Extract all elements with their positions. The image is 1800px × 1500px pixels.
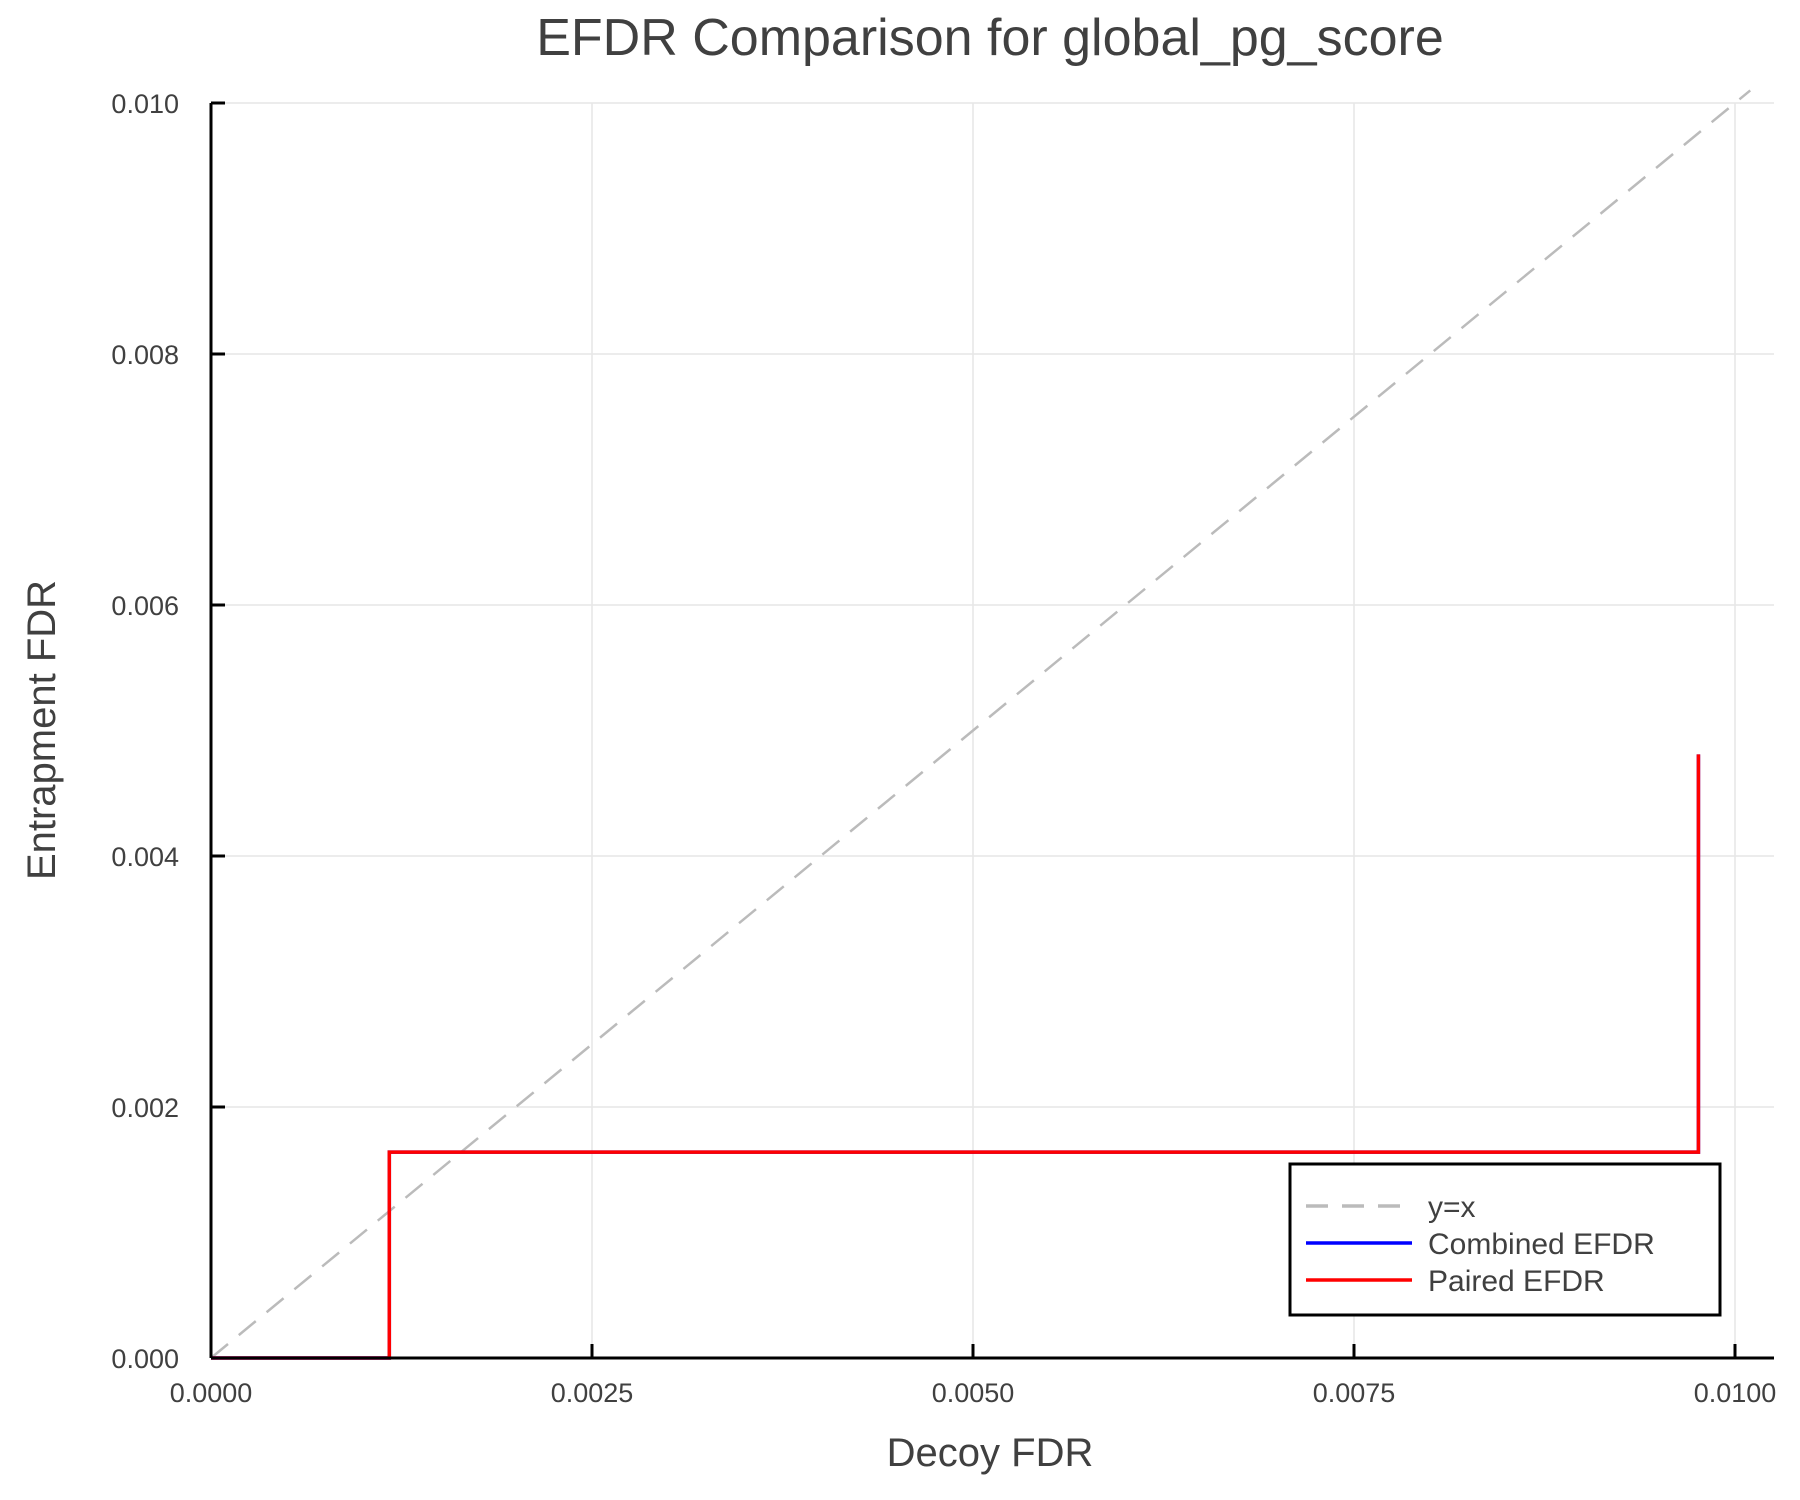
y-tick-label: 0.000 xyxy=(111,1344,179,1374)
legend: y=x Combined EFDR Paired EFDR xyxy=(1288,1162,1722,1317)
y-tick-label: 0.004 xyxy=(111,842,179,872)
series-y-x xyxy=(210,89,1752,1359)
legend-label: y=x xyxy=(1428,1191,1476,1224)
x-tick-label: 0.0000 xyxy=(170,1378,253,1408)
y-tick-label: 0.006 xyxy=(111,591,179,621)
x-tick-label: 0.0100 xyxy=(1694,1378,1777,1408)
legend-label: Paired EFDR xyxy=(1428,1265,1605,1298)
y-axis-label: Entrapment FDR xyxy=(20,580,64,880)
y-tick-label: 0.010 xyxy=(111,89,179,119)
legend-label: Combined EFDR xyxy=(1428,1228,1655,1261)
x-tick-label: 0.0050 xyxy=(932,1378,1015,1408)
x-tick-label: 0.0025 xyxy=(551,1378,634,1408)
chart-title: EFDR Comparison for global_pg_score xyxy=(536,9,1444,67)
x-axis-label: Decoy FDR xyxy=(887,1431,1094,1475)
y-tick-label: 0.002 xyxy=(111,1093,179,1123)
axes: 0.0000 0.0025 0.0050 0.0075 0.0100 0.000 0.002… xyxy=(111,89,1776,1408)
x-tick-label: 0.0075 xyxy=(1313,1378,1396,1408)
legend-box xyxy=(1288,1162,1722,1317)
y-tick-label: 0.008 xyxy=(111,340,179,370)
